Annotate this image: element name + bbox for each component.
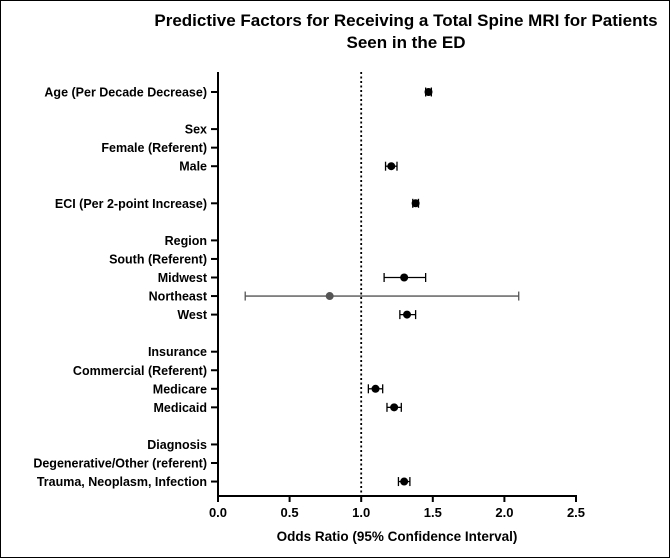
row-label-3: Female (Referent) bbox=[101, 141, 207, 155]
x-tick-label-1: 0.5 bbox=[281, 505, 299, 520]
odds-ratio-point-0 bbox=[424, 88, 433, 96]
odds-ratio-point-12 bbox=[403, 310, 412, 319]
row-label-11: Northeast bbox=[149, 290, 208, 304]
row-label-6: ECI (Per 2-point Increase) bbox=[55, 197, 207, 211]
row-label-0: Age (Per Decade Decrease) bbox=[44, 86, 207, 100]
x-tick-label-0: 0.0 bbox=[209, 505, 227, 520]
odds-ratio-point-16 bbox=[371, 384, 380, 393]
row-label-12: West bbox=[177, 308, 207, 322]
row-label-20: Degenerative/Other (referent) bbox=[33, 457, 207, 471]
row-label-21: Trauma, Neoplasm, Infection bbox=[37, 475, 207, 489]
x-axis-label: Odds Ratio (95% Confidence Interval) bbox=[277, 529, 518, 544]
row-label-9: South (Referent) bbox=[109, 252, 207, 266]
row-label-2: Sex bbox=[185, 123, 207, 137]
row-label-10: Midwest bbox=[158, 271, 208, 285]
x-tick-label-5: 2.5 bbox=[567, 505, 585, 520]
row-label-8: Region bbox=[165, 234, 207, 248]
row-label-15: Commercial (Referent) bbox=[73, 364, 207, 378]
row-label-4: Male bbox=[179, 160, 207, 174]
x-tick-label-4: 2.0 bbox=[495, 505, 513, 520]
odds-ratio-point-17 bbox=[390, 403, 399, 412]
chart-title-line-1: Predictive Factors for Receiving a Total… bbox=[154, 11, 657, 30]
row-label-19: Diagnosis bbox=[147, 438, 207, 452]
chart-title-line-2: Seen in the ED bbox=[346, 33, 465, 52]
odds-ratio-point-4 bbox=[387, 162, 396, 171]
row-label-14: Insurance bbox=[148, 345, 207, 359]
x-tick-label-2: 1.0 bbox=[352, 505, 370, 520]
odds-ratio-point-10 bbox=[400, 273, 409, 282]
x-tick-label-3: 1.5 bbox=[424, 505, 442, 520]
row-label-17: Medicaid bbox=[154, 401, 208, 415]
odds-ratio-point-21 bbox=[400, 477, 409, 486]
odds-ratio-point-6 bbox=[411, 199, 420, 208]
odds-ratio-point-11 bbox=[325, 292, 334, 301]
row-label-16: Medicare bbox=[153, 382, 207, 396]
